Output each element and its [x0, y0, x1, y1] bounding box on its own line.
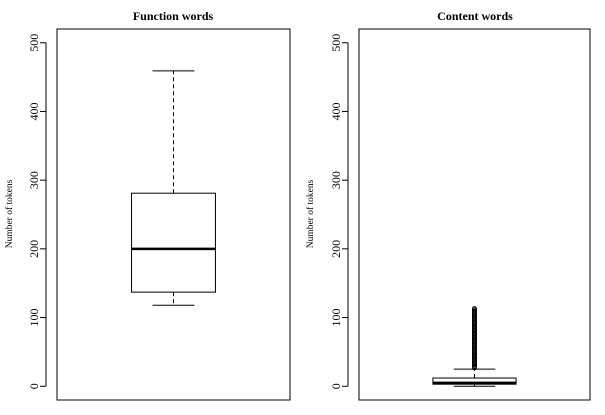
y-tick-label: 300 [329, 171, 343, 189]
iqr-box [131, 192, 216, 293]
plot-frame [56, 28, 291, 401]
iqr-box [432, 377, 517, 385]
y-tick-label: 200 [329, 240, 343, 258]
panel-title: Content words [437, 9, 513, 23]
y-tick-label: 400 [27, 102, 41, 120]
y-axis-label: Number of tokens [4, 179, 15, 248]
y-tick-label: 0 [329, 383, 343, 389]
y-tick-label: 500 [27, 34, 41, 52]
panel-title: Function words [133, 9, 214, 23]
y-tick-label: 100 [329, 309, 343, 327]
y-tick-label: 100 [27, 309, 41, 327]
y-axis-label: Number of tokens [305, 179, 316, 248]
y-tick-label: 500 [329, 34, 343, 52]
y-tick-label: 200 [27, 240, 41, 258]
plot-frame [358, 28, 591, 401]
y-tick-label: 0 [27, 383, 41, 389]
y-tick-label: 400 [329, 102, 343, 120]
panel-function-words: Function words Number of tokens 0 100 200 3… [4, 9, 291, 401]
outlier-point [472, 306, 477, 312]
y-tick-label: 300 [27, 171, 41, 189]
panel-content-words: Content words Number of tokens 0 100 200 30… [305, 9, 591, 401]
